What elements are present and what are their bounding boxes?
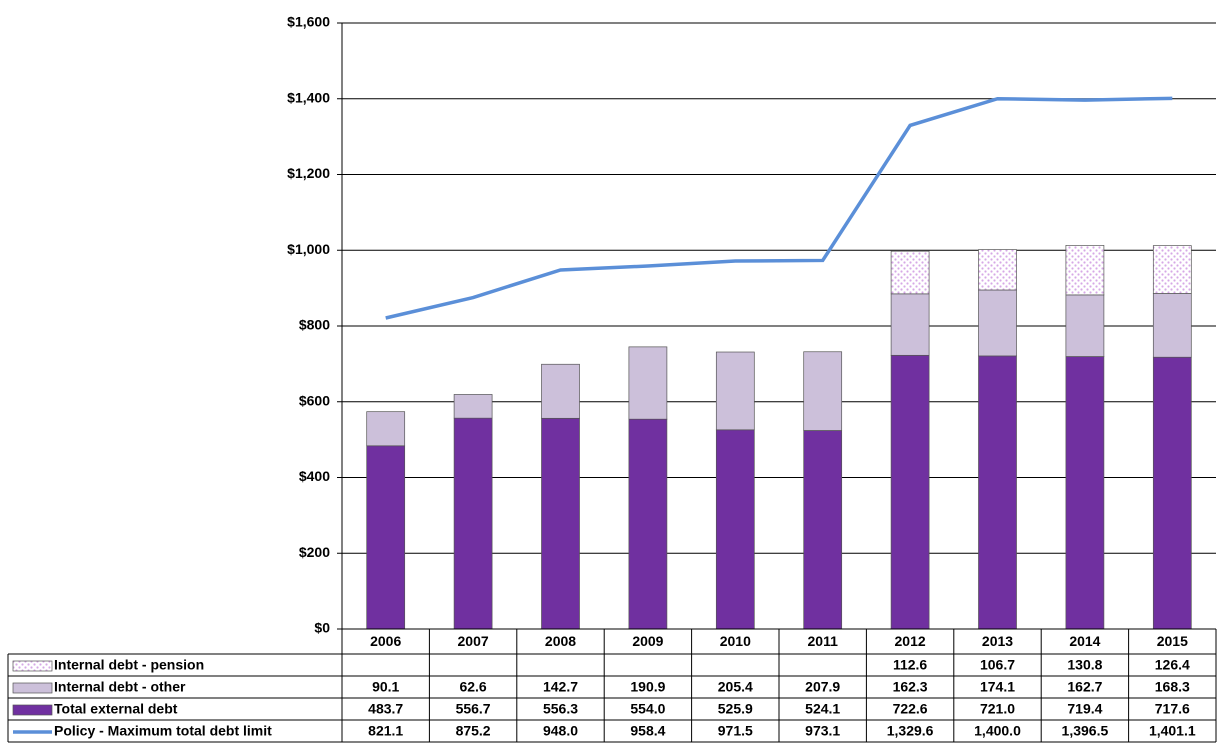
table-value: 556.7 — [456, 701, 491, 717]
table-value: 142.7 — [543, 679, 578, 695]
x-tick-label: 2012 — [895, 633, 926, 649]
table-value: 126.4 — [1155, 657, 1190, 673]
bar-segment — [366, 411, 406, 447]
table-value: 112.6 — [893, 657, 927, 673]
y-tick-label: $600 — [299, 392, 330, 408]
table-value: 1,329.6 — [887, 723, 934, 739]
legend-label: Internal debt - pension — [54, 657, 204, 673]
y-tick-label: $1,200 — [287, 165, 330, 181]
line-series — [385, 96, 1173, 320]
bar-segment — [978, 289, 1017, 357]
x-tick-label: 2008 — [545, 633, 576, 649]
table-value: 717.6 — [1155, 701, 1190, 717]
bar-segment — [890, 293, 930, 356]
bar-segment — [890, 354, 930, 630]
bar-segment — [541, 363, 580, 419]
table-value: 483.7 — [368, 701, 403, 717]
table-value: 875.2 — [456, 723, 491, 739]
table-value: 719.4 — [1067, 701, 1102, 717]
bar-segment — [541, 417, 580, 630]
bar-segment — [366, 445, 406, 630]
table-value: 168.3 — [1155, 679, 1190, 695]
table-value: 162.3 — [893, 679, 928, 695]
table-value: 207.9 — [805, 679, 840, 695]
table-value: 1,401.1 — [1149, 723, 1196, 739]
table-value: 554.0 — [630, 701, 665, 717]
bar-segment — [978, 249, 1017, 291]
table-value: 190.9 — [630, 679, 665, 695]
y-tick-label: $1,000 — [287, 241, 330, 257]
table-value: 722.6 — [893, 701, 928, 717]
table-value: 1,400.0 — [974, 723, 1021, 739]
bar-segment — [803, 351, 843, 431]
x-tick-label: 2006 — [370, 633, 401, 649]
bar-segment — [453, 417, 493, 630]
x-tick-label: 2010 — [720, 633, 751, 649]
bar-segment — [1065, 245, 1105, 296]
bar-segment — [1152, 293, 1192, 358]
legend-swatch — [12, 660, 53, 672]
x-tick-label: 2013 — [982, 633, 1013, 649]
table-value: 524.1 — [805, 701, 840, 717]
x-tick-label: 2011 — [808, 633, 839, 649]
bar-segment — [890, 250, 930, 295]
bar-segment — [715, 429, 755, 630]
legend-swatch — [12, 704, 53, 716]
table-value: 948.0 — [543, 723, 578, 739]
y-tick-label: $400 — [299, 468, 330, 484]
legend-label: Total external debt — [54, 701, 178, 717]
legend-label: Internal debt - other — [54, 679, 186, 695]
table-value: 556.3 — [543, 701, 578, 717]
bar-segment — [1065, 356, 1105, 630]
table-value: 721.0 — [980, 701, 1015, 717]
table-value: 973.1 — [805, 723, 840, 739]
bar-segment — [628, 346, 668, 420]
legend-swatch — [12, 682, 53, 694]
table-value: 205.4 — [718, 679, 753, 695]
table-value: 62.6 — [459, 679, 486, 695]
x-tick-label: 2015 — [1157, 633, 1188, 649]
bar-segment — [1065, 294, 1105, 357]
table-value: 525.9 — [718, 701, 753, 717]
table-value: 90.1 — [372, 679, 399, 695]
y-tick-label: $1,600 — [287, 14, 330, 30]
table-value: 174.1 — [980, 679, 1015, 695]
table-value: 162.7 — [1067, 679, 1102, 695]
bar-segment — [1152, 245, 1192, 294]
bar-segment — [978, 355, 1017, 630]
table-value: 106.7 — [980, 657, 1015, 673]
y-tick-label: $0 — [314, 620, 330, 636]
y-tick-label: $1,400 — [287, 89, 330, 105]
bar-segment — [1152, 356, 1192, 630]
table-value: 958.4 — [630, 723, 665, 739]
x-tick-label: 2014 — [1069, 633, 1100, 649]
x-tick-label: 2009 — [632, 633, 663, 649]
table-value: 130.8 — [1067, 657, 1102, 673]
x-tick-label: 2007 — [458, 633, 489, 649]
y-tick-label: $800 — [299, 317, 330, 333]
table-value: 1,396.5 — [1062, 723, 1109, 739]
table-value: 971.5 — [718, 723, 753, 739]
legend-label: Policy - Maximum total debt limit — [54, 723, 272, 739]
table-value: 821.1 — [368, 723, 403, 739]
bar-segment — [453, 394, 493, 419]
y-tick-label: $200 — [299, 544, 330, 560]
bar-segment — [628, 418, 668, 630]
bar-segment — [715, 351, 755, 431]
bar-segment — [803, 430, 843, 630]
